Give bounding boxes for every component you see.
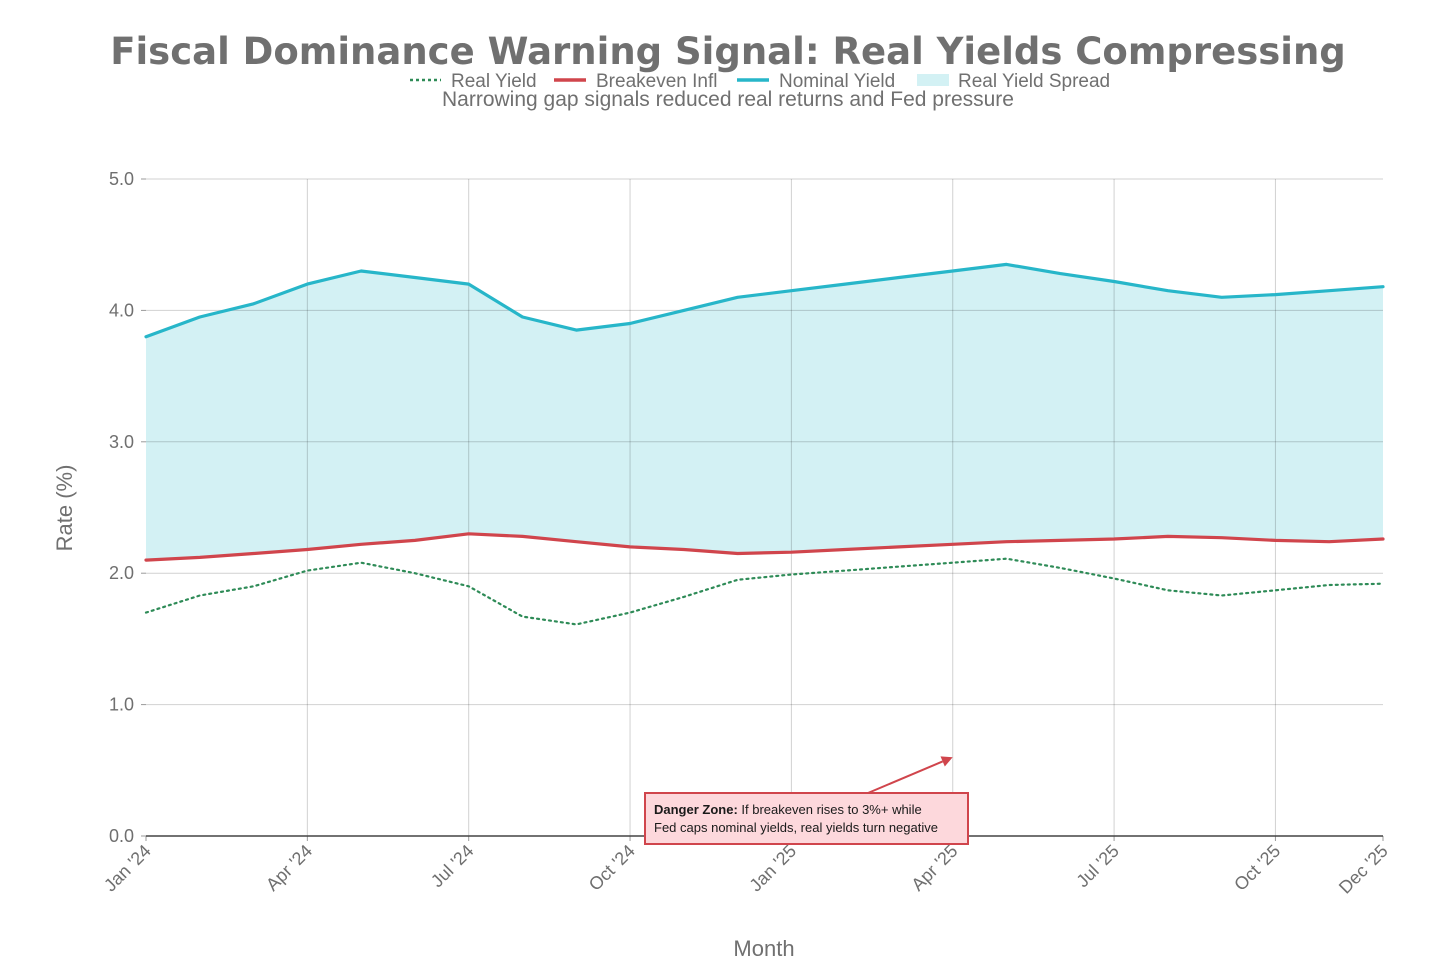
series-line-nominal-yield	[144, 262, 1385, 339]
x-tick-label: Oct '25	[1230, 841, 1284, 895]
x-tick-label: Jul '24	[427, 841, 478, 892]
x-axis-label: Month	[733, 936, 794, 961]
x-tick-label: Jan '25	[745, 841, 800, 896]
annotation-line-2: Fed caps nominal yields, real yields tur…	[654, 820, 938, 835]
legend-swatch-spread	[917, 74, 949, 86]
legend: Real Yield Breakeven Infl Nominal Yield …	[410, 71, 1110, 92]
annotation-arrow	[867, 760, 943, 794]
y-tick-label: 2.0	[109, 563, 134, 583]
annotation-bold-label: Danger Zone:	[654, 802, 741, 817]
legend-label-real-yield: Real Yield	[451, 71, 537, 92]
y-tick-label: 5.0	[109, 169, 134, 189]
legend-label-nominal-yield: Nominal Yield	[779, 71, 895, 92]
legend-item-real-yield[interactable]: Real Yield	[410, 71, 537, 92]
legend-label-breakeven: Breakeven Infl	[596, 71, 717, 92]
x-tick-label: Jul '25	[1072, 841, 1123, 892]
real-yield-spread-band	[146, 264, 1383, 561]
y-tick-label: 3.0	[109, 432, 134, 452]
legend-item-nominal-yield[interactable]: Nominal Yield	[737, 71, 895, 92]
annotation-box	[644, 792, 969, 845]
x-tick-label: Oct '24	[585, 841, 639, 895]
y-tick-label: 1.0	[109, 695, 134, 715]
plot-area: 0.0 1.0 2.0 3.0 4.0 5.0 Jan '24 Apr '24 Jul '24 O…	[100, 169, 1392, 898]
y-tick-label: 0.0	[109, 826, 134, 846]
chart-title: Fiscal Dominance Warning Signal: Real Yi…	[110, 30, 1346, 73]
x-tick-label: Apr '24	[262, 841, 316, 895]
series-line-real-yield	[144, 557, 1385, 626]
legend-label-spread: Real Yield Spread	[958, 71, 1110, 92]
chart-subtitle: Narrowing gap signals reduced real retur…	[442, 88, 1014, 111]
annotation-arrowhead	[940, 756, 953, 767]
x-tick-label: Jan '24	[100, 841, 155, 896]
y-tick-label: 4.0	[109, 300, 134, 320]
x-tick-label: Dec '25	[1335, 841, 1392, 898]
x-tick-label: Apr '25	[907, 841, 961, 895]
legend-item-spread[interactable]: Real Yield Spread	[917, 71, 1110, 92]
y-axis-label: Rate (%)	[52, 465, 77, 552]
annotation-line-1: Danger Zone: If breakeven rises to 3%+ w…	[654, 802, 922, 817]
legend-item-breakeven[interactable]: Breakeven Infl	[554, 71, 717, 92]
series-line-breakeven-infl	[144, 532, 1385, 562]
